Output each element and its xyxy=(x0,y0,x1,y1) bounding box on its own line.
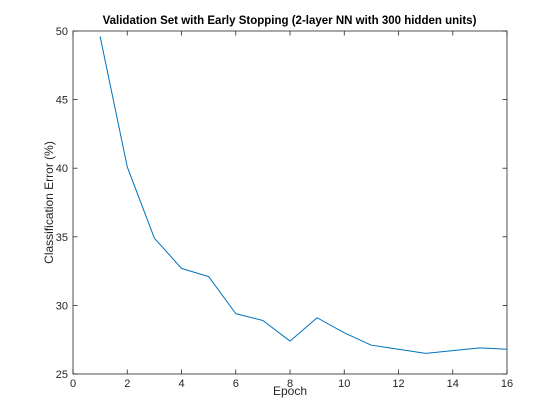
y-tick-label: 50 xyxy=(56,26,68,38)
data-point xyxy=(180,267,183,270)
y-tick-label: 45 xyxy=(56,95,68,107)
data-point xyxy=(289,340,292,343)
data-point xyxy=(478,346,481,349)
data-point xyxy=(451,349,454,352)
data-point xyxy=(207,275,210,278)
x-tick-label: 14 xyxy=(447,378,459,390)
x-tick-label: 2 xyxy=(124,378,130,390)
data-point xyxy=(316,316,319,319)
x-tick-label: 12 xyxy=(392,378,404,390)
y-tick-label: 30 xyxy=(56,300,68,312)
data-point xyxy=(261,319,264,322)
x-tick-label: 0 xyxy=(70,378,76,390)
y-tick-label: 25 xyxy=(56,369,68,381)
data-point xyxy=(343,331,346,334)
y-axis-label: Classification Error (%) xyxy=(42,141,56,264)
data-point xyxy=(424,352,427,355)
data-point xyxy=(234,312,237,315)
y-tick-label: 35 xyxy=(56,232,68,244)
plot-area xyxy=(73,31,507,374)
x-tick-label: 6 xyxy=(233,378,239,390)
data-point xyxy=(99,35,102,38)
data-point xyxy=(397,348,400,351)
chart-title: Validation Set with Early Stopping (2-la… xyxy=(103,15,477,27)
x-tick-label: 10 xyxy=(338,378,350,390)
data-point xyxy=(126,165,129,168)
data-point xyxy=(153,237,156,240)
x-tick-label: 4 xyxy=(178,378,184,390)
y-tick-label: 40 xyxy=(56,163,68,175)
x-axis-label: Epoch xyxy=(273,384,307,398)
data-point xyxy=(506,348,509,351)
data-point xyxy=(370,344,373,347)
x-tick-label: 16 xyxy=(501,378,513,390)
